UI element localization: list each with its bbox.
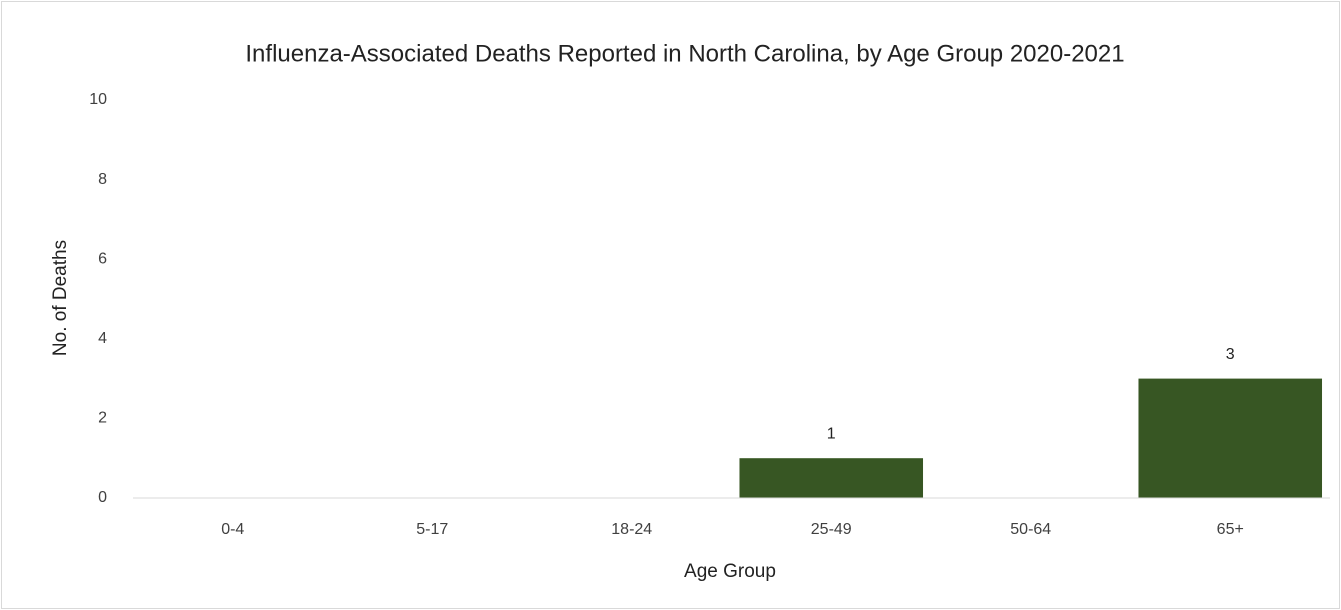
x-tick-label: 18-24 [611, 521, 652, 538]
bar [739, 458, 924, 498]
x-tick-label: 65+ [1217, 521, 1244, 538]
x-tick-label: 0-4 [221, 521, 244, 538]
x-tick-label: 50-64 [1010, 521, 1051, 538]
y-axis-title: No. of Deaths [50, 240, 71, 356]
bar [1138, 378, 1323, 498]
data-label: 1 [827, 425, 836, 442]
data-label: 3 [1226, 346, 1235, 363]
x-axis-title: Age Group [684, 561, 776, 582]
y-tick-label: 6 [98, 250, 107, 267]
x-tick-label: 25-49 [811, 521, 852, 538]
chart-title: Influenza-Associated Deaths Reported in … [245, 40, 1124, 67]
y-tick-label: 2 [98, 410, 107, 427]
x-tick-label: 5-17 [416, 521, 448, 538]
y-tick-label: 4 [98, 330, 107, 347]
y-tick-label: 0 [98, 489, 107, 506]
y-tick-label: 10 [89, 91, 107, 108]
y-tick-label: 8 [98, 171, 107, 188]
